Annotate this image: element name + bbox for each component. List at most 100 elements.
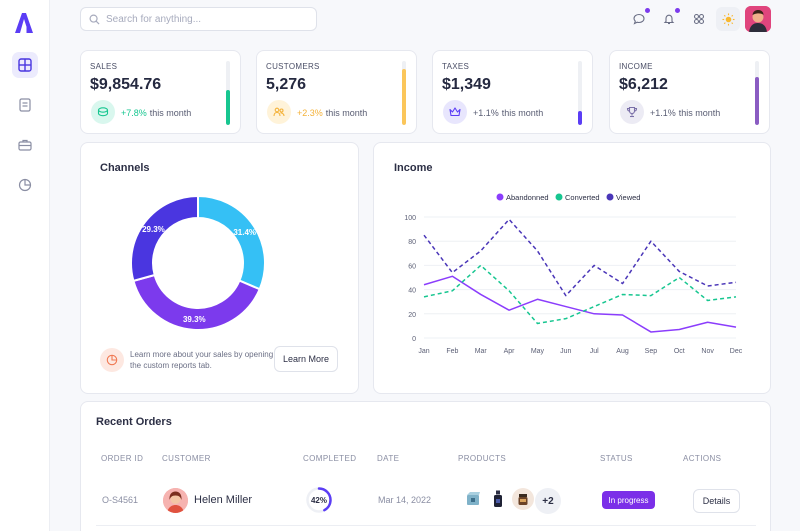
pie-chart-icon bbox=[18, 178, 32, 192]
stat-value: $9,854.76 bbox=[90, 76, 162, 93]
theme-toggle-button[interactable] bbox=[716, 7, 740, 31]
search-bar[interactable] bbox=[80, 7, 317, 31]
notifications-button[interactable] bbox=[659, 8, 680, 29]
stat-progress-track bbox=[226, 61, 230, 125]
reports-tip-text: Learn more about your sales by opening t… bbox=[130, 350, 274, 370]
stat-change-percent: +7.8% bbox=[121, 108, 147, 118]
stat-change-percent: +1.1% bbox=[473, 108, 499, 118]
donut-slice[interactable] bbox=[197, 194, 266, 291]
legend-marker bbox=[555, 193, 563, 201]
column-header: DATE bbox=[377, 454, 400, 463]
income-title: Income bbox=[394, 162, 433, 174]
x-tick-label: Jun bbox=[560, 348, 571, 355]
money-icon bbox=[97, 107, 109, 117]
customer-name: Helen Miller bbox=[194, 494, 253, 506]
donut-slice[interactable] bbox=[130, 194, 199, 283]
income-card bbox=[373, 142, 771, 394]
legend-label: Abandonned bbox=[506, 193, 549, 202]
trophy-icon bbox=[626, 106, 638, 118]
document-icon bbox=[19, 98, 31, 112]
stat-progress-fill bbox=[578, 110, 582, 125]
recent-orders-card bbox=[80, 401, 771, 531]
stat-change-suffix: this month bbox=[678, 108, 721, 118]
stat-progress-fill bbox=[402, 68, 406, 125]
order-date: Mar 14, 2022 bbox=[378, 495, 432, 505]
details-button[interactable]: Details bbox=[693, 489, 740, 513]
x-tick-label: Mar bbox=[475, 348, 488, 355]
y-tick-label: 20 bbox=[408, 312, 416, 319]
customer-avatar-image bbox=[163, 488, 188, 513]
recent-orders-title: Recent Orders bbox=[96, 416, 172, 428]
completion-ring: 42% bbox=[306, 487, 332, 513]
legend-marker bbox=[606, 193, 614, 201]
stat-change: +1.1% this month bbox=[473, 108, 543, 118]
stat-progress-fill bbox=[226, 89, 230, 125]
stat-value: $6,212 bbox=[619, 76, 668, 93]
product-jar-icon bbox=[518, 494, 528, 505]
sidebar bbox=[0, 0, 50, 531]
more-products-badge[interactable]: +2 bbox=[535, 488, 561, 514]
reports-tip-icon-wrap bbox=[100, 348, 124, 372]
sidebar-item-reports[interactable] bbox=[12, 172, 38, 198]
stat-progress-track bbox=[755, 61, 759, 125]
channels-title: Channels bbox=[100, 162, 150, 174]
x-tick-label: Jul bbox=[590, 348, 599, 355]
chat-notification-dot bbox=[645, 8, 650, 13]
sun-icon bbox=[721, 12, 735, 26]
product-thumbnail-box[interactable] bbox=[464, 489, 482, 509]
stat-change-percent: +2.3% bbox=[297, 108, 323, 118]
column-header: ACTIONS bbox=[683, 454, 722, 463]
stat-icon-wrap bbox=[267, 100, 291, 124]
sidebar-item-briefcase[interactable] bbox=[12, 132, 38, 158]
stat-change: +1.1% this month bbox=[650, 108, 720, 118]
y-tick-label: 0 bbox=[412, 336, 416, 343]
logo-icon[interactable] bbox=[13, 12, 35, 34]
stat-label: TAXES bbox=[442, 62, 470, 71]
chat-button[interactable] bbox=[629, 8, 650, 29]
y-tick-label: 60 bbox=[408, 263, 416, 270]
apps-button[interactable] bbox=[689, 9, 709, 29]
legend-label: Viewed bbox=[616, 193, 640, 202]
y-tick-label: 40 bbox=[408, 288, 416, 295]
stat-change-suffix: this month bbox=[501, 108, 544, 118]
customer-avatar bbox=[163, 488, 188, 513]
user-avatar[interactable] bbox=[745, 6, 771, 32]
stat-value: 5,276 bbox=[266, 76, 307, 93]
stat-icon-wrap bbox=[443, 100, 467, 124]
x-tick-label: Apr bbox=[504, 348, 516, 355]
user-avatar-image bbox=[745, 6, 771, 32]
stat-label: SALES bbox=[90, 62, 118, 71]
row-divider bbox=[96, 525, 756, 526]
donut-slice[interactable] bbox=[132, 273, 261, 331]
bell-icon bbox=[663, 14, 675, 25]
completion-ring-progress bbox=[306, 487, 332, 513]
stat-icon-wrap bbox=[620, 100, 644, 124]
stat-progress-track bbox=[578, 61, 582, 125]
series-line-viewed bbox=[423, 218, 737, 297]
sidebar-item-documents[interactable] bbox=[12, 92, 38, 118]
chat-icon bbox=[633, 13, 645, 25]
stat-progress-fill bbox=[755, 77, 759, 125]
stat-card-sales: SALES $9,854.76 +7.8% this month bbox=[80, 50, 241, 134]
stat-change-percent: +1.1% bbox=[650, 108, 676, 118]
product-box-icon bbox=[467, 492, 480, 505]
dashboard-grid-icon bbox=[18, 58, 32, 72]
product-thumbnail-jar[interactable] bbox=[512, 488, 534, 510]
y-tick-label: 80 bbox=[408, 239, 416, 246]
x-tick-label: Aug bbox=[616, 348, 629, 355]
x-tick-label: Nov bbox=[701, 348, 714, 355]
stat-card-customers: CUSTOMERS 5,276 +2.3% this month bbox=[256, 50, 417, 134]
search-input[interactable] bbox=[106, 13, 306, 25]
product-bottle-icon bbox=[494, 490, 502, 507]
x-tick-label: Dec bbox=[730, 348, 743, 355]
status-badge: In progress bbox=[602, 491, 655, 509]
product-thumbnail-bottle[interactable] bbox=[489, 489, 507, 509]
x-tick-label: Feb bbox=[446, 348, 458, 355]
order-id[interactable]: O-S4561 bbox=[102, 495, 139, 505]
donut-slice-label: 39.3% bbox=[183, 315, 206, 324]
apps-icon bbox=[693, 13, 705, 25]
sidebar-item-dashboard[interactable] bbox=[12, 52, 38, 78]
stat-icon-wrap bbox=[91, 100, 115, 124]
x-tick-label: May bbox=[531, 348, 545, 355]
learn-more-button[interactable]: Learn More bbox=[274, 346, 338, 372]
